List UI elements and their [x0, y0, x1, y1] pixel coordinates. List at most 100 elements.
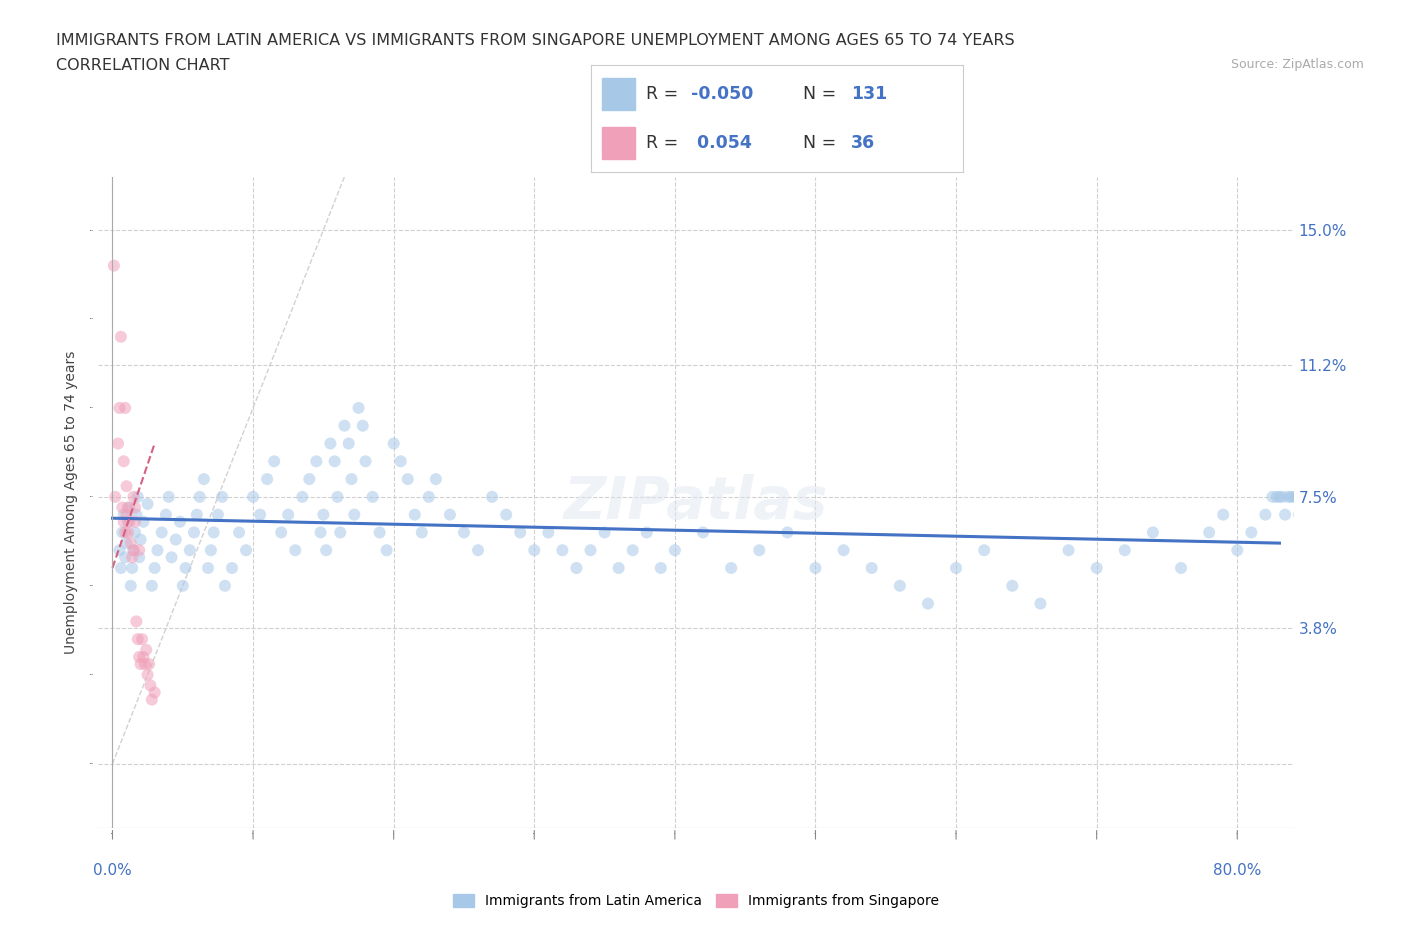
Point	[1277, 489, 1299, 504]
Point	[165, 532, 187, 547]
Point	[720, 561, 742, 576]
Point	[124, 525, 146, 540]
Point	[143, 685, 166, 700]
Point	[121, 550, 143, 565]
Point	[179, 543, 201, 558]
Point	[132, 514, 155, 529]
Point	[129, 657, 152, 671]
Point	[202, 525, 225, 540]
Point	[112, 514, 135, 529]
Point	[340, 472, 363, 486]
Point	[211, 489, 233, 504]
Point	[1288, 507, 1310, 522]
Point	[249, 507, 271, 522]
Point	[621, 543, 644, 558]
Point	[186, 507, 208, 522]
Point	[128, 550, 150, 565]
Point	[481, 489, 503, 504]
Legend: Immigrants from Latin America, Immigrants from Singapore: Immigrants from Latin America, Immigrant…	[449, 890, 943, 912]
Point	[183, 525, 205, 540]
Point	[121, 561, 143, 576]
Point	[135, 643, 157, 658]
Point	[565, 561, 588, 576]
Point	[108, 543, 131, 558]
Text: N =: N =	[803, 134, 837, 153]
Point	[1212, 507, 1234, 522]
Point	[169, 514, 191, 529]
Point	[128, 649, 150, 664]
Point	[228, 525, 250, 540]
Point	[117, 525, 139, 540]
Point	[120, 536, 142, 551]
Text: ZIPatlas: ZIPatlas	[564, 473, 828, 531]
Point	[118, 514, 141, 529]
Point	[337, 436, 360, 451]
Point	[131, 631, 153, 646]
Point	[1265, 489, 1288, 504]
Point	[396, 472, 419, 486]
Point	[200, 543, 222, 558]
Point	[776, 525, 799, 540]
Point	[207, 507, 229, 522]
Point	[361, 489, 384, 504]
Point	[509, 525, 531, 540]
Point	[157, 489, 180, 504]
Point	[860, 561, 883, 576]
Point	[125, 507, 148, 522]
Point	[114, 401, 136, 416]
Text: 0.054: 0.054	[692, 134, 752, 153]
Point	[284, 543, 307, 558]
Point	[315, 543, 337, 558]
Point	[319, 436, 342, 451]
Point	[277, 507, 299, 522]
Point	[117, 514, 139, 529]
Point	[579, 543, 602, 558]
Point	[242, 489, 264, 504]
Text: 80.0%: 80.0%	[1213, 863, 1261, 878]
Point	[138, 657, 160, 671]
Point	[354, 454, 377, 469]
Point	[104, 489, 127, 504]
Text: Source: ZipAtlas.com: Source: ZipAtlas.com	[1230, 58, 1364, 71]
Point	[917, 596, 939, 611]
Point	[389, 454, 412, 469]
FancyBboxPatch shape	[602, 78, 636, 110]
Point	[1254, 507, 1277, 522]
Point	[128, 543, 150, 558]
Point	[1291, 525, 1313, 540]
Text: CORRELATION CHART: CORRELATION CHART	[56, 58, 229, 73]
Point	[309, 525, 332, 540]
Point	[111, 500, 134, 515]
Point	[404, 507, 426, 522]
Point	[607, 561, 630, 576]
Point	[889, 578, 911, 593]
Point	[1274, 507, 1296, 522]
Point	[664, 543, 686, 558]
Point	[411, 525, 433, 540]
Point	[333, 418, 356, 433]
Point	[125, 614, 148, 629]
Point	[312, 507, 335, 522]
Point	[263, 454, 285, 469]
Point	[1282, 489, 1305, 504]
Point	[1261, 489, 1284, 504]
Point	[551, 543, 574, 558]
Point	[1085, 561, 1108, 576]
Y-axis label: Unemployment Among Ages 65 to 74 years: Unemployment Among Ages 65 to 74 years	[65, 351, 79, 654]
Point	[425, 472, 447, 486]
Point	[1057, 543, 1080, 558]
Text: N =: N =	[803, 85, 837, 103]
Point	[323, 454, 346, 469]
Point	[108, 401, 131, 416]
Point	[141, 692, 163, 707]
Text: 0.0%: 0.0%	[93, 863, 132, 878]
Point	[155, 507, 177, 522]
Point	[103, 259, 125, 273]
Point	[453, 525, 475, 540]
Point	[197, 561, 219, 576]
Point	[105, 80, 128, 95]
Point	[352, 418, 374, 433]
Point	[118, 500, 141, 515]
Text: IMMIGRANTS FROM LATIN AMERICA VS IMMIGRANTS FROM SINGAPORE UNEMPLOYMENT AMONG AG: IMMIGRANTS FROM LATIN AMERICA VS IMMIGRA…	[56, 33, 1015, 47]
Point	[305, 454, 328, 469]
